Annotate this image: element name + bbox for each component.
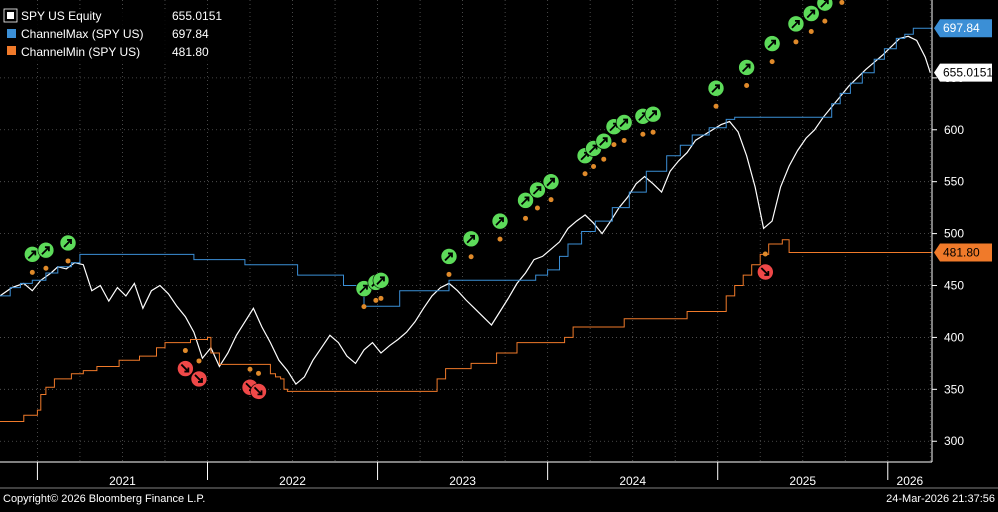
signal-dot xyxy=(29,269,35,275)
y-tick-label: 600 xyxy=(944,123,964,137)
signal-dot xyxy=(256,370,262,376)
buy-signal-icon xyxy=(440,248,458,265)
x-tick-label: 2025 xyxy=(789,474,816,488)
y-tick-label: 400 xyxy=(944,330,964,344)
x-axis-ticks: 2021 2022 2023 2024 2025 2026 xyxy=(36,462,924,488)
signal-dot xyxy=(523,215,529,221)
signal-dot xyxy=(640,131,646,137)
y-tick-label: 450 xyxy=(944,279,964,293)
x-tick-label: 2022 xyxy=(279,474,306,488)
buy-signal-icon xyxy=(707,79,725,97)
series-line-2 xyxy=(0,239,932,422)
legend: SPY US Equity 655.0151 ChannelMax (SPY U… xyxy=(0,8,232,63)
signal-dot xyxy=(769,59,775,65)
signal-dot xyxy=(65,258,71,264)
buy-signal-icon xyxy=(738,59,755,76)
legend-value-channelmin: 481.80 xyxy=(172,45,209,59)
signal-dot xyxy=(839,0,845,5)
legend-swatch-spy xyxy=(7,12,14,19)
signal-dot xyxy=(196,358,202,364)
sell-signal-icon xyxy=(250,383,267,400)
value-badges: 697.84 655.0151 481.80 xyxy=(934,19,993,262)
buy-signal-icon xyxy=(529,181,546,199)
copyright-text: Copyright© 2026 Bloomberg Finance L.P. xyxy=(3,493,205,505)
buy-signal-icon xyxy=(372,272,390,289)
buy-signal-icon xyxy=(462,230,480,248)
buy-signal-icon xyxy=(491,212,509,230)
buy-signal-icon xyxy=(59,234,77,252)
signal-dot xyxy=(762,251,768,257)
sell-signal-icon xyxy=(190,370,208,388)
y-tick-label: 350 xyxy=(944,382,964,396)
legend-swatch-channelmax xyxy=(7,29,16,38)
y-tick-label: 500 xyxy=(944,227,964,241)
y-tick-label: 300 xyxy=(944,434,964,448)
buy-signal-icon xyxy=(644,105,662,123)
x-tick-label: 2026 xyxy=(897,474,924,488)
signal-dot xyxy=(43,265,49,271)
signal-dot xyxy=(621,138,627,144)
series-line-0 xyxy=(0,35,931,386)
legend-label-channelmax: ChannelMax (SPY US) xyxy=(21,27,144,41)
y-tick-label: 550 xyxy=(944,175,964,189)
signal-dot xyxy=(182,348,188,354)
signal-dot xyxy=(468,254,474,260)
legend-background xyxy=(0,9,232,63)
signal-dot xyxy=(548,197,554,203)
signal-dot xyxy=(744,82,750,88)
value-badge: 481.80 xyxy=(934,243,992,262)
legend-label-channelmin: ChannelMin (SPY US) xyxy=(21,45,140,59)
signal-layer xyxy=(24,0,845,400)
series-line-1 xyxy=(0,27,932,307)
grid-lines xyxy=(0,0,932,462)
signal-dot xyxy=(446,271,452,277)
legend-value-spy: 655.0151 xyxy=(172,9,222,23)
buy-signal-icon xyxy=(37,241,55,259)
series-layer xyxy=(0,27,932,422)
signal-dot xyxy=(650,129,656,135)
x-tick-label: 2023 xyxy=(449,474,476,488)
value-badge-text: 697.84 xyxy=(943,21,980,35)
buy-signal-icon xyxy=(816,0,834,12)
buy-signal-icon xyxy=(595,132,613,150)
buy-signal-icon xyxy=(615,114,633,131)
value-badge: 655.0151 xyxy=(934,63,993,82)
signal-dot xyxy=(713,103,719,109)
buy-signal-icon xyxy=(802,5,820,22)
value-badge: 697.84 xyxy=(934,19,992,38)
buy-signal-icon xyxy=(763,35,781,52)
legend-toggle[interactable] xyxy=(3,8,18,23)
sell-signal-icon xyxy=(177,360,194,377)
signal-dot xyxy=(611,142,617,148)
legend-label-spy: SPY US Equity xyxy=(21,9,101,23)
buy-signal-icon xyxy=(517,192,534,209)
sell-signal-icon xyxy=(757,263,774,281)
signal-dot xyxy=(822,18,828,24)
signal-dot xyxy=(247,366,253,372)
signal-dot xyxy=(361,304,367,310)
signal-dot xyxy=(808,28,814,34)
signal-dot xyxy=(378,295,384,301)
signal-dot xyxy=(582,171,588,177)
x-tick-label: 2024 xyxy=(619,474,646,488)
value-badge-text: 655.0151 xyxy=(943,66,993,80)
signal-dot xyxy=(534,205,540,211)
buy-signal-icon xyxy=(787,15,805,33)
legend-value-channelmax: 697.84 xyxy=(172,27,209,41)
signal-dot xyxy=(793,39,799,45)
buy-signal-icon xyxy=(542,173,560,190)
legend-swatch-channelmin xyxy=(7,46,16,55)
timestamp-text: 24-Mar-2026 21:37:56 xyxy=(886,493,995,505)
signal-dot xyxy=(497,236,503,242)
value-badge-text: 481.80 xyxy=(943,245,980,259)
signal-dot xyxy=(601,156,607,162)
signal-dot xyxy=(373,297,379,303)
x-tick-label: 2021 xyxy=(109,474,136,488)
signal-dot xyxy=(591,163,597,169)
